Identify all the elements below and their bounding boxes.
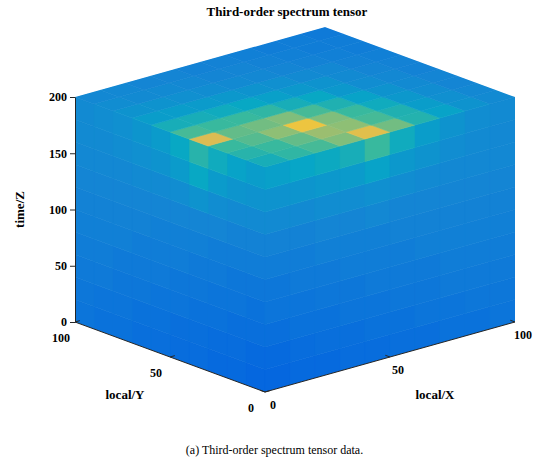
- tick-label: 100: [514, 328, 532, 342]
- tick-label: 0: [61, 315, 67, 329]
- chart-svg: 0 50 100 150 200 0 50 100 0 50 100 local/X local/Y ti…: [0, 0, 549, 466]
- tick-label: 0: [248, 401, 254, 415]
- cell: [300, 27, 344, 41]
- tick-mark: [75, 321, 80, 322]
- axis-line: [75, 322, 265, 392]
- axis-line: [265, 322, 515, 392]
- tick: 50: [55, 259, 75, 273]
- tick-mark: [510, 320, 515, 322]
- y-axis-title: local/Y: [106, 387, 146, 402]
- cells: [75, 27, 515, 392]
- tick-mark: [70, 322, 75, 323]
- z-axis: 0 50 100 150 200: [49, 90, 76, 329]
- tick-label: 50: [150, 366, 162, 380]
- tick: 0: [61, 315, 75, 329]
- chart-title: Third-order spectrum tensor: [207, 4, 368, 19]
- tick-label: 200: [49, 90, 67, 104]
- tick-mark: [70, 210, 75, 211]
- tick-mark: [70, 266, 75, 267]
- tick-mark: [170, 356, 175, 357]
- tick-mark: [70, 153, 75, 154]
- tick-mark: [265, 391, 270, 392]
- tick-mark: [385, 355, 390, 357]
- x-axis: 0 50 100: [260, 320, 532, 412]
- caption: (a) Third-order spectrum tensor data.: [186, 443, 363, 457]
- tick: 100: [49, 203, 75, 217]
- y-axis: 0 50 100: [52, 321, 270, 415]
- tick-label: 150: [49, 147, 67, 161]
- tick-label: 50: [392, 363, 404, 377]
- axis-line: [75, 98, 76, 323]
- tick-mark: [70, 97, 75, 98]
- tick-label: 100: [52, 331, 70, 345]
- x-axis-title: local/X: [416, 387, 456, 402]
- tick-label: 50: [55, 259, 67, 273]
- z-axis-title: time/Z: [12, 191, 27, 228]
- tick: 200: [49, 90, 75, 104]
- tick-label: 100: [49, 203, 67, 217]
- tick: 150: [49, 147, 75, 161]
- chart-container: 0 50 100 150 200 0 50 100 0 50 100 local/X local/Y ti…: [0, 0, 549, 466]
- tick-label: 0: [270, 398, 276, 412]
